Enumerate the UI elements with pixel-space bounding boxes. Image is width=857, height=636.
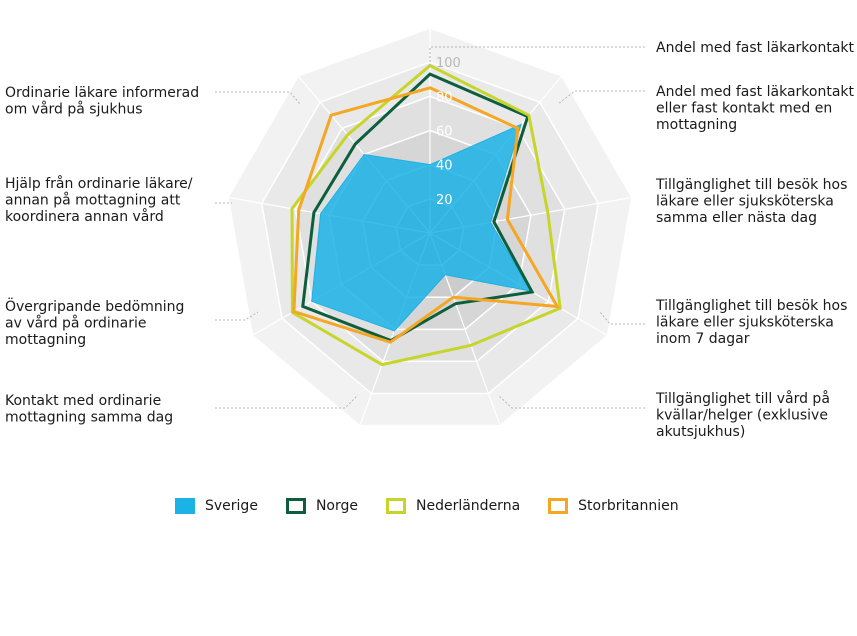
legend-item-sverige: Sverige: [175, 498, 258, 514]
legend-item-norge: Norge: [285, 498, 358, 514]
category-label-line: av vård på ordinarie: [5, 315, 147, 332]
category-label-5: Tillgänglighet till vård på kvällar/helge…: [655, 390, 830, 440]
series-line-nederländerna: [290, 63, 562, 367]
category-label-1: Andel med fast läkarkontakt: [656, 40, 855, 56]
category-label-2: Andel med fast läkarkontakt eller fast ko…: [656, 84, 855, 133]
category-label-text: Tillgänglighet till besök hos läkare elle…: [655, 177, 847, 226]
legend-label: Sverige: [205, 498, 258, 514]
leader-line: [215, 311, 259, 321]
tick-label-20: 20: [436, 193, 453, 208]
category-label-line: mottagning: [656, 117, 737, 133]
legend-label: Nederländerna: [416, 498, 521, 514]
category-label-line: Ordinarie läkare informerad: [5, 85, 199, 101]
legend-swatch: [175, 498, 195, 514]
legend-item-storbritannien: Storbritannien: [548, 498, 679, 514]
category-label-text: Kontakt med ordinarie mottagning samma da…: [5, 393, 173, 426]
series-area-sverige: [311, 123, 532, 332]
category-label-text: Tillgänglighet till vård på kvällar/helge…: [655, 390, 830, 440]
category-label-text: Övergripande bedömning av vård på ordinar…: [5, 297, 184, 348]
category-label-line: Tillgänglighet till besök hos: [655, 298, 847, 314]
category-label-7: Övergripande bedömning av vård på ordinar…: [5, 297, 184, 348]
category-label-line: inom 7 dagar: [656, 331, 750, 347]
category-label-text: Hjälp från ordinarie läkare/annan på mot…: [5, 175, 193, 225]
tick-label-100: 100: [436, 56, 461, 71]
category-label-3: Tillgänglighet till besök hos läkare elle…: [655, 177, 847, 226]
category-label-line: mottagning: [5, 332, 86, 348]
leader-line: [497, 394, 645, 409]
legend-swatch: [548, 498, 569, 514]
category-label-line: akutsjukhus): [656, 424, 745, 440]
leader-line: [215, 91, 301, 105]
legend-swatch: [386, 498, 406, 514]
category-label-line: Övergripande bedömning: [5, 297, 184, 315]
leader-line: [215, 394, 359, 409]
category-label-text: Andel med fast läkarkontakt eller fast ko…: [656, 84, 855, 133]
category-label-line: Andel med fast läkarkontakt: [656, 40, 855, 56]
leader-line: [557, 90, 645, 105]
category-label-line: Andel med fast läkarkontakt: [656, 84, 855, 100]
legend-swatch: [285, 498, 306, 514]
category-label-text: Andel med fast läkarkontakt: [656, 40, 855, 56]
category-label-line: samma eller nästa dag: [656, 210, 817, 226]
category-label-line: Tillgänglighet till vård på: [655, 390, 830, 407]
category-label-6: Kontakt med ordinarie mottagning samma da…: [5, 393, 173, 426]
series-line-storbritannien: [292, 86, 560, 344]
legend: Sverige Norge Nederländerna Storbritannien: [175, 498, 707, 514]
category-label-line: om vård på sjukhus: [5, 101, 142, 118]
leader-line: [599, 311, 645, 325]
tick-label-60: 60: [436, 125, 453, 140]
series-layer: [290, 63, 562, 367]
category-label-8: Hjälp från ordinarie läkare/annan på mot…: [5, 175, 193, 225]
category-label-line: mottagning samma dag: [5, 410, 173, 426]
legend-label: Storbritannien: [578, 498, 679, 514]
category-label-9: Ordinarie läkare informerad om vård på sj…: [5, 85, 199, 118]
category-label-line: annan på mottagning att: [5, 192, 181, 209]
legend-label: Norge: [315, 498, 358, 514]
tick-label-40: 40: [436, 159, 453, 174]
category-label-line: läkare eller sjuksköterska: [656, 315, 834, 331]
tick-label-80: 80: [436, 90, 453, 105]
legend-item-nederländerna: Nederländerna: [386, 498, 520, 514]
category-label-line: koordinera annan vård: [5, 208, 164, 225]
label-leader-lines: [215, 46, 645, 409]
category-label-line: läkare eller sjuksköterska: [656, 194, 834, 210]
category-label-line: Hjälp från ordinarie läkare/: [5, 175, 193, 192]
category-label-line: kvällar/helger (exklusive: [656, 408, 828, 424]
category-label-text: Ordinarie läkare informerad om vård på sj…: [5, 85, 199, 118]
category-label-line: Kontakt med ordinarie: [5, 393, 161, 409]
tick-labels: 20 40 60 80 100: [436, 56, 461, 208]
category-label-text: Tillgänglighet till besök hos läkare elle…: [655, 298, 847, 347]
category-label-line: Tillgänglighet till besök hos: [655, 177, 847, 193]
category-label-4: Tillgänglighet till besök hos läkare elle…: [655, 298, 847, 347]
series-line-norge: [301, 72, 535, 343]
category-label-line: eller fast kontakt med en: [656, 101, 832, 117]
